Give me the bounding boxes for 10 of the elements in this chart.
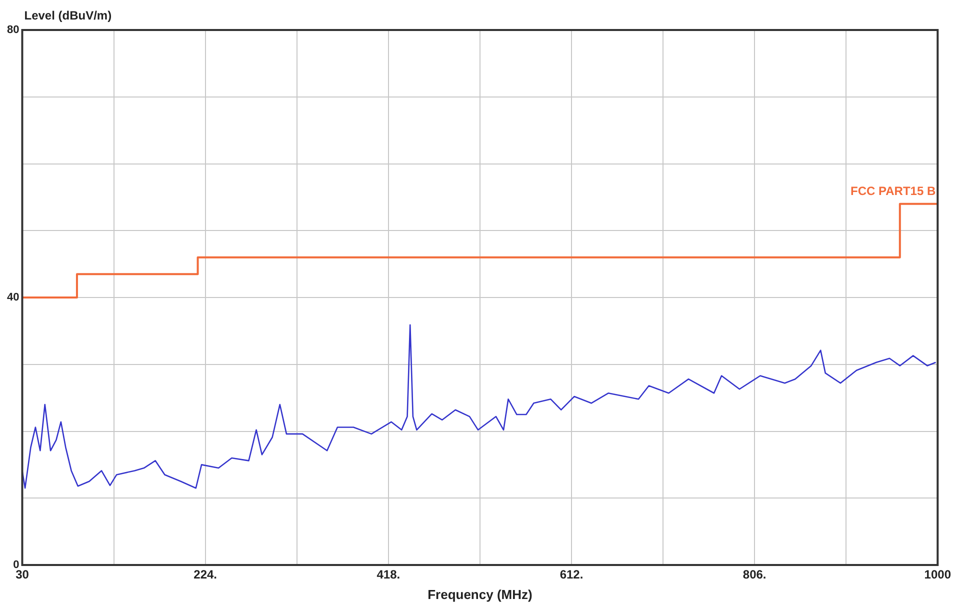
y-tick-label: 40 (6, 292, 20, 304)
x-tick-label: 224. (194, 568, 217, 582)
x-axis-title: Frequency (MHz) (428, 586, 532, 602)
y-axis-title: Level (dBuV/m) (24, 8, 112, 22)
x-tick-label: 1000 (924, 568, 952, 582)
x-tick-label: 612. (560, 568, 584, 582)
y-tick-label: 80 (6, 24, 20, 36)
x-tick-label: 806. (742, 568, 766, 582)
series-label: FCC PART15 B (850, 184, 936, 198)
x-tick-label: 418. (376, 568, 400, 582)
